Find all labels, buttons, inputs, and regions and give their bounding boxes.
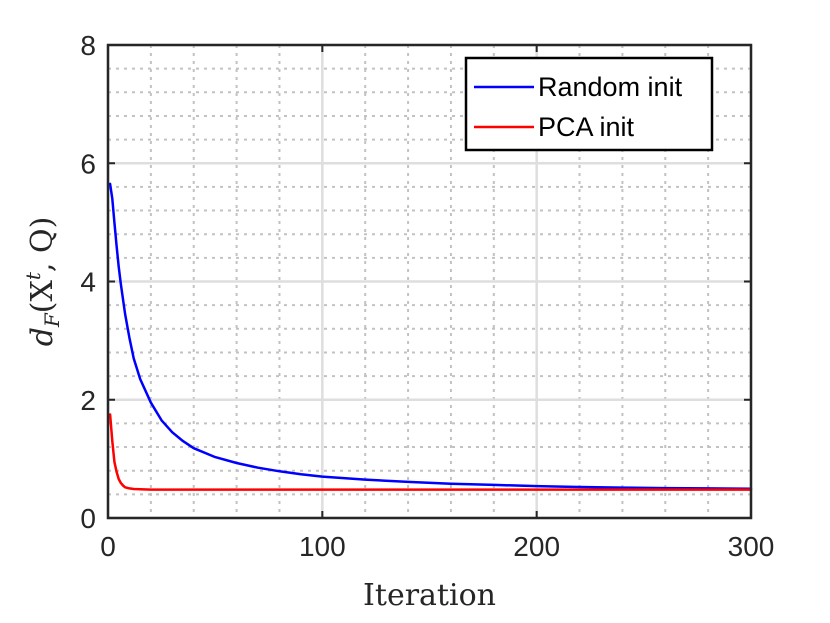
y-label-open: (X (25, 279, 60, 313)
y-tick-label: 8 (80, 30, 96, 61)
minor-grid (108, 45, 751, 518)
legend-label-random-init: Random init (538, 72, 683, 102)
y-tick-label: 2 (80, 385, 96, 416)
legend: Random init PCA init (464, 56, 714, 152)
y-label-rest: , Q) (25, 217, 60, 272)
x-axis-label: Iteration (363, 578, 496, 613)
axis-ticks (107, 44, 752, 519)
tick-labels: 0 100 200 300 0 2 4 6 8 (80, 30, 774, 562)
x-tick-label: 200 (513, 531, 560, 562)
x-tick-label: 0 (100, 531, 116, 562)
y-tick-label: 4 (80, 267, 96, 298)
x-tick-label: 100 (299, 531, 346, 562)
series-line-pca-init (108, 413, 753, 491)
y-label-sub: F (40, 312, 64, 328)
y-axis-label: dF(Xt, Q) (21, 217, 64, 347)
x-tick-label: 300 (728, 531, 775, 562)
series-layer (108, 182, 753, 491)
y-tick-label: 0 (80, 503, 96, 534)
series-line-random-init (108, 182, 753, 490)
legend-box (464, 56, 714, 152)
y-label-sup: t (21, 271, 45, 280)
legend-label-pca-init: PCA init (538, 112, 635, 142)
y-tick-label: 6 (80, 148, 96, 179)
y-label-main: d (25, 327, 60, 346)
